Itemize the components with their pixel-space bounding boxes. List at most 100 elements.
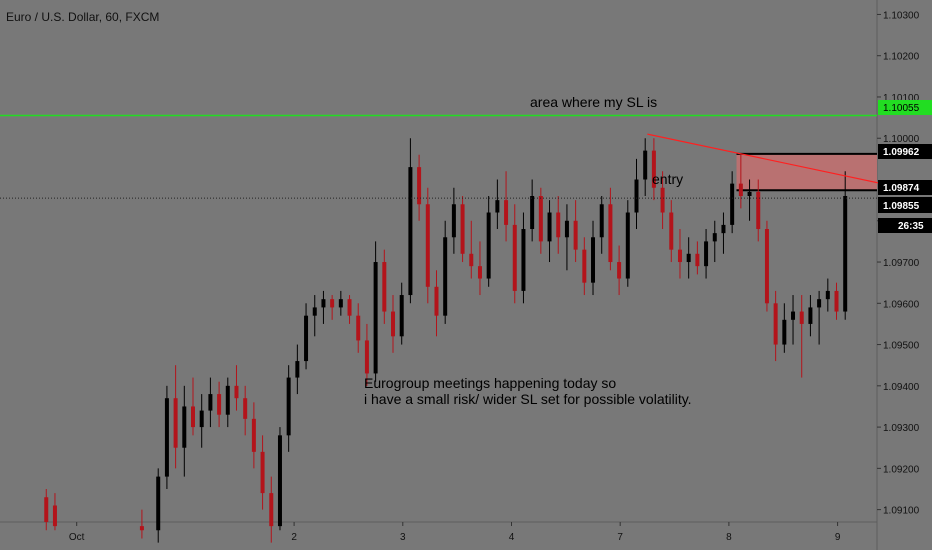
candle-body-45	[521, 229, 526, 291]
candle-body-25	[347, 299, 352, 316]
last-price-tag: 1.09855	[883, 201, 920, 212]
sl-zone-layer	[736, 152, 877, 192]
candle-body-6	[182, 406, 187, 448]
sl-zone-rect	[736, 153, 877, 191]
candle-body-49	[556, 212, 561, 238]
candle-body-13	[243, 398, 248, 419]
candle-body-36	[443, 237, 448, 316]
candle-body-15	[260, 451, 265, 494]
candle-body-18	[286, 377, 291, 436]
candle-body-81	[834, 290, 839, 312]
candle-body-77	[799, 311, 804, 324]
sl-area-annotation: area where my SL is	[530, 94, 657, 110]
candle-body-70	[738, 183, 743, 197]
candle-body-34	[425, 204, 430, 287]
candle-body-51	[573, 220, 578, 250]
time-tick-label-4: 7	[617, 532, 623, 543]
candle-body-76	[791, 311, 796, 320]
price-tick-label-8: 1.09400	[883, 382, 920, 393]
candle-body-69	[730, 183, 735, 225]
candle-body-50	[564, 220, 569, 238]
candle-body-1	[52, 505, 57, 527]
price-axis[interactable]: 1.103001.102001.101001.100001.098001.097…	[876, 0, 920, 550]
time-tick-label-3: 4	[509, 532, 515, 543]
candle-body-46	[530, 196, 535, 230]
candle-body-72	[756, 191, 761, 230]
candle-body-59	[643, 150, 648, 180]
zone-top-tag-bg	[878, 144, 932, 159]
price-tick-label-9: 1.09300	[883, 423, 920, 434]
sl-level-tag: 1.10055	[883, 103, 920, 114]
time-tick-label-1: 2	[291, 532, 297, 543]
candle-body-40	[477, 266, 482, 279]
price-tick-label-5: 1.09700	[883, 258, 920, 269]
candle-body-24	[338, 299, 343, 308]
time-tick-label-0: Oct	[69, 532, 85, 543]
candle-body-52	[582, 249, 587, 283]
last-price-tag-bg	[878, 197, 932, 213]
note-line-1: Eurogroup meetings happening today so	[364, 375, 616, 391]
candle-body-71	[747, 191, 752, 197]
time-axis[interactable]: Oct23478910	[0, 521, 932, 543]
zone-bottom-tag-bg	[878, 180, 932, 195]
note-line-2: i have a small risk/ wider SL set for po…	[364, 391, 692, 407]
candle-body-28	[373, 262, 378, 374]
candle-body-66	[704, 241, 709, 267]
candle-body-75	[782, 319, 787, 345]
candle-body-10	[217, 394, 222, 415]
candle-body-80	[825, 290, 830, 300]
candle-body-11	[225, 385, 230, 415]
zone-top-tag: 1.09962	[883, 147, 920, 158]
candle-body-33	[417, 167, 422, 205]
candle-body-32	[408, 167, 413, 296]
time-tick-label-2: 3	[400, 532, 406, 543]
candle-body-74	[773, 303, 778, 345]
candles-layer	[44, 138, 848, 543]
zone-bottom-tag: 1.09874	[883, 183, 920, 194]
candle-body-54	[599, 204, 604, 238]
candle-body-41	[486, 212, 491, 279]
countdown-tag: 26:35	[898, 221, 924, 232]
candle-body-31	[399, 295, 404, 337]
candle-body-22	[321, 299, 326, 308]
candle-body-67	[712, 233, 717, 242]
candle-body-0	[44, 497, 49, 522]
candle-body-64	[686, 253, 691, 263]
candle-body-44	[512, 224, 517, 291]
candle-body-17	[277, 435, 282, 527]
candle-body-29	[382, 262, 387, 312]
candle-body-23	[330, 299, 335, 308]
candle-body-5	[173, 398, 178, 448]
candle-body-73	[764, 229, 769, 304]
candle-body-82	[843, 196, 848, 312]
candle-body-61	[660, 187, 665, 213]
candle-body-43	[504, 200, 509, 225]
candle-body-57	[625, 212, 630, 279]
time-tick-label-6: 9	[835, 532, 841, 543]
candle-body-38	[460, 204, 465, 254]
price-tags-layer: 1.10055 1.09962 1.09874 1.09855 26:35	[878, 100, 932, 233]
price-tick-label-2: 1.10100	[883, 93, 920, 104]
price-tick-label-10: 1.09200	[883, 464, 920, 475]
candle-body-9	[208, 394, 213, 411]
candle-body-20	[304, 315, 309, 362]
sl-level-tag-bg	[878, 100, 932, 115]
candle-body-55	[608, 204, 613, 263]
candle-body-79	[817, 299, 822, 308]
symbol-title[interactable]: Euro / U.S. Dollar, 60, FXCM	[6, 10, 159, 24]
candle-body-26	[356, 315, 361, 341]
candle-body-4	[164, 398, 169, 477]
price-tick-label-1: 1.10200	[883, 52, 920, 63]
price-tick-label-0: 1.10300	[883, 10, 920, 21]
candle-body-58	[634, 179, 639, 213]
candle-body-27	[364, 340, 369, 374]
candle-body-60	[651, 150, 656, 188]
candle-body-2	[139, 526, 144, 531]
candle-body-42	[495, 200, 500, 213]
countdown-tag-bg	[878, 218, 932, 233]
candle-body-21	[312, 307, 317, 316]
candle-body-12	[234, 385, 239, 399]
